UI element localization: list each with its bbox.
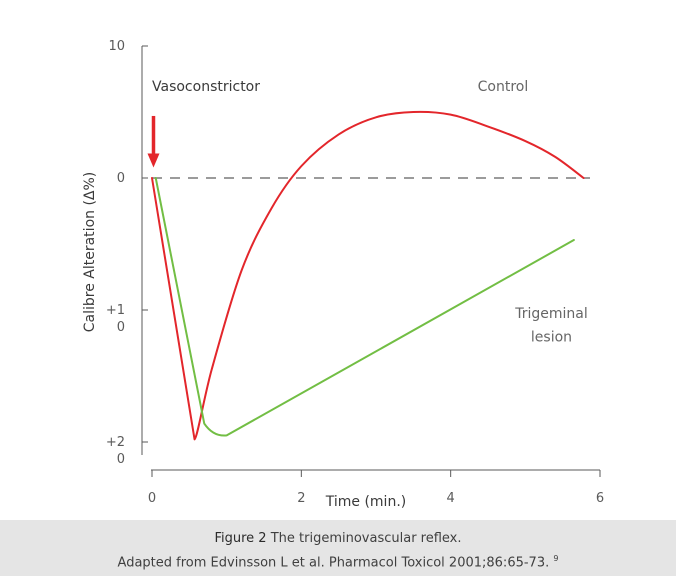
y-tick-label-0-0: 10: [108, 39, 125, 54]
figure-title: The trigeminovascular reflex.: [266, 531, 462, 546]
annotation-1: Control: [478, 79, 529, 95]
series-line-1: [154, 177, 575, 437]
y-tick-label-2-0: +1: [106, 303, 125, 318]
figure-caption: Figure 2 The trigeminovascular reflex. A…: [0, 520, 676, 576]
x-tick-label-0: 0: [148, 491, 156, 506]
annotation-layer: Vasoconstrictor Control Trigeminal lesion: [147, 79, 588, 346]
y-tick-label-1-0: 0: [117, 171, 125, 186]
y-tick-label-3-1: 0: [117, 452, 125, 467]
y-tick-label-3-0: +2: [106, 435, 125, 450]
vasoconstrictor-arrow-head: [147, 153, 160, 168]
chart: 10 0 +1 0 +2 0 0 2 4 6 Vasoconstrictor Control Trig…: [82, 39, 604, 510]
x-tick-label-1: 2: [297, 491, 305, 506]
x-axis-title: Time (min.): [325, 494, 407, 510]
caption-line-2: Adapted from Edvinsson L et al. Pharmaco…: [0, 549, 676, 573]
caption-line-1: Figure 2 The trigeminovascular reflex.: [0, 529, 676, 549]
annotation-0: Vasoconstrictor: [152, 79, 260, 95]
chart-axes: 10 0 +1 0 +2 0 0 2 4 6: [106, 39, 604, 506]
chart-panel: [10, 10, 676, 576]
y-tick-label-2-1: 0: [117, 320, 125, 335]
annotation-3: lesion: [531, 330, 572, 346]
series-layer: [151, 110, 585, 441]
x-tick-label-3: 6: [596, 491, 604, 506]
x-tick-label-2: 4: [447, 491, 455, 506]
annotation-2: Trigeminal: [514, 306, 588, 322]
reference-number: 9: [553, 554, 559, 563]
y-axis-title: Calibre Alteration (Δ%): [82, 172, 98, 333]
figure-number: Figure 2: [214, 531, 267, 546]
series-line-0: [151, 110, 585, 441]
figure-source: Adapted from Edvinsson L et al. Pharmaco…: [117, 555, 550, 571]
